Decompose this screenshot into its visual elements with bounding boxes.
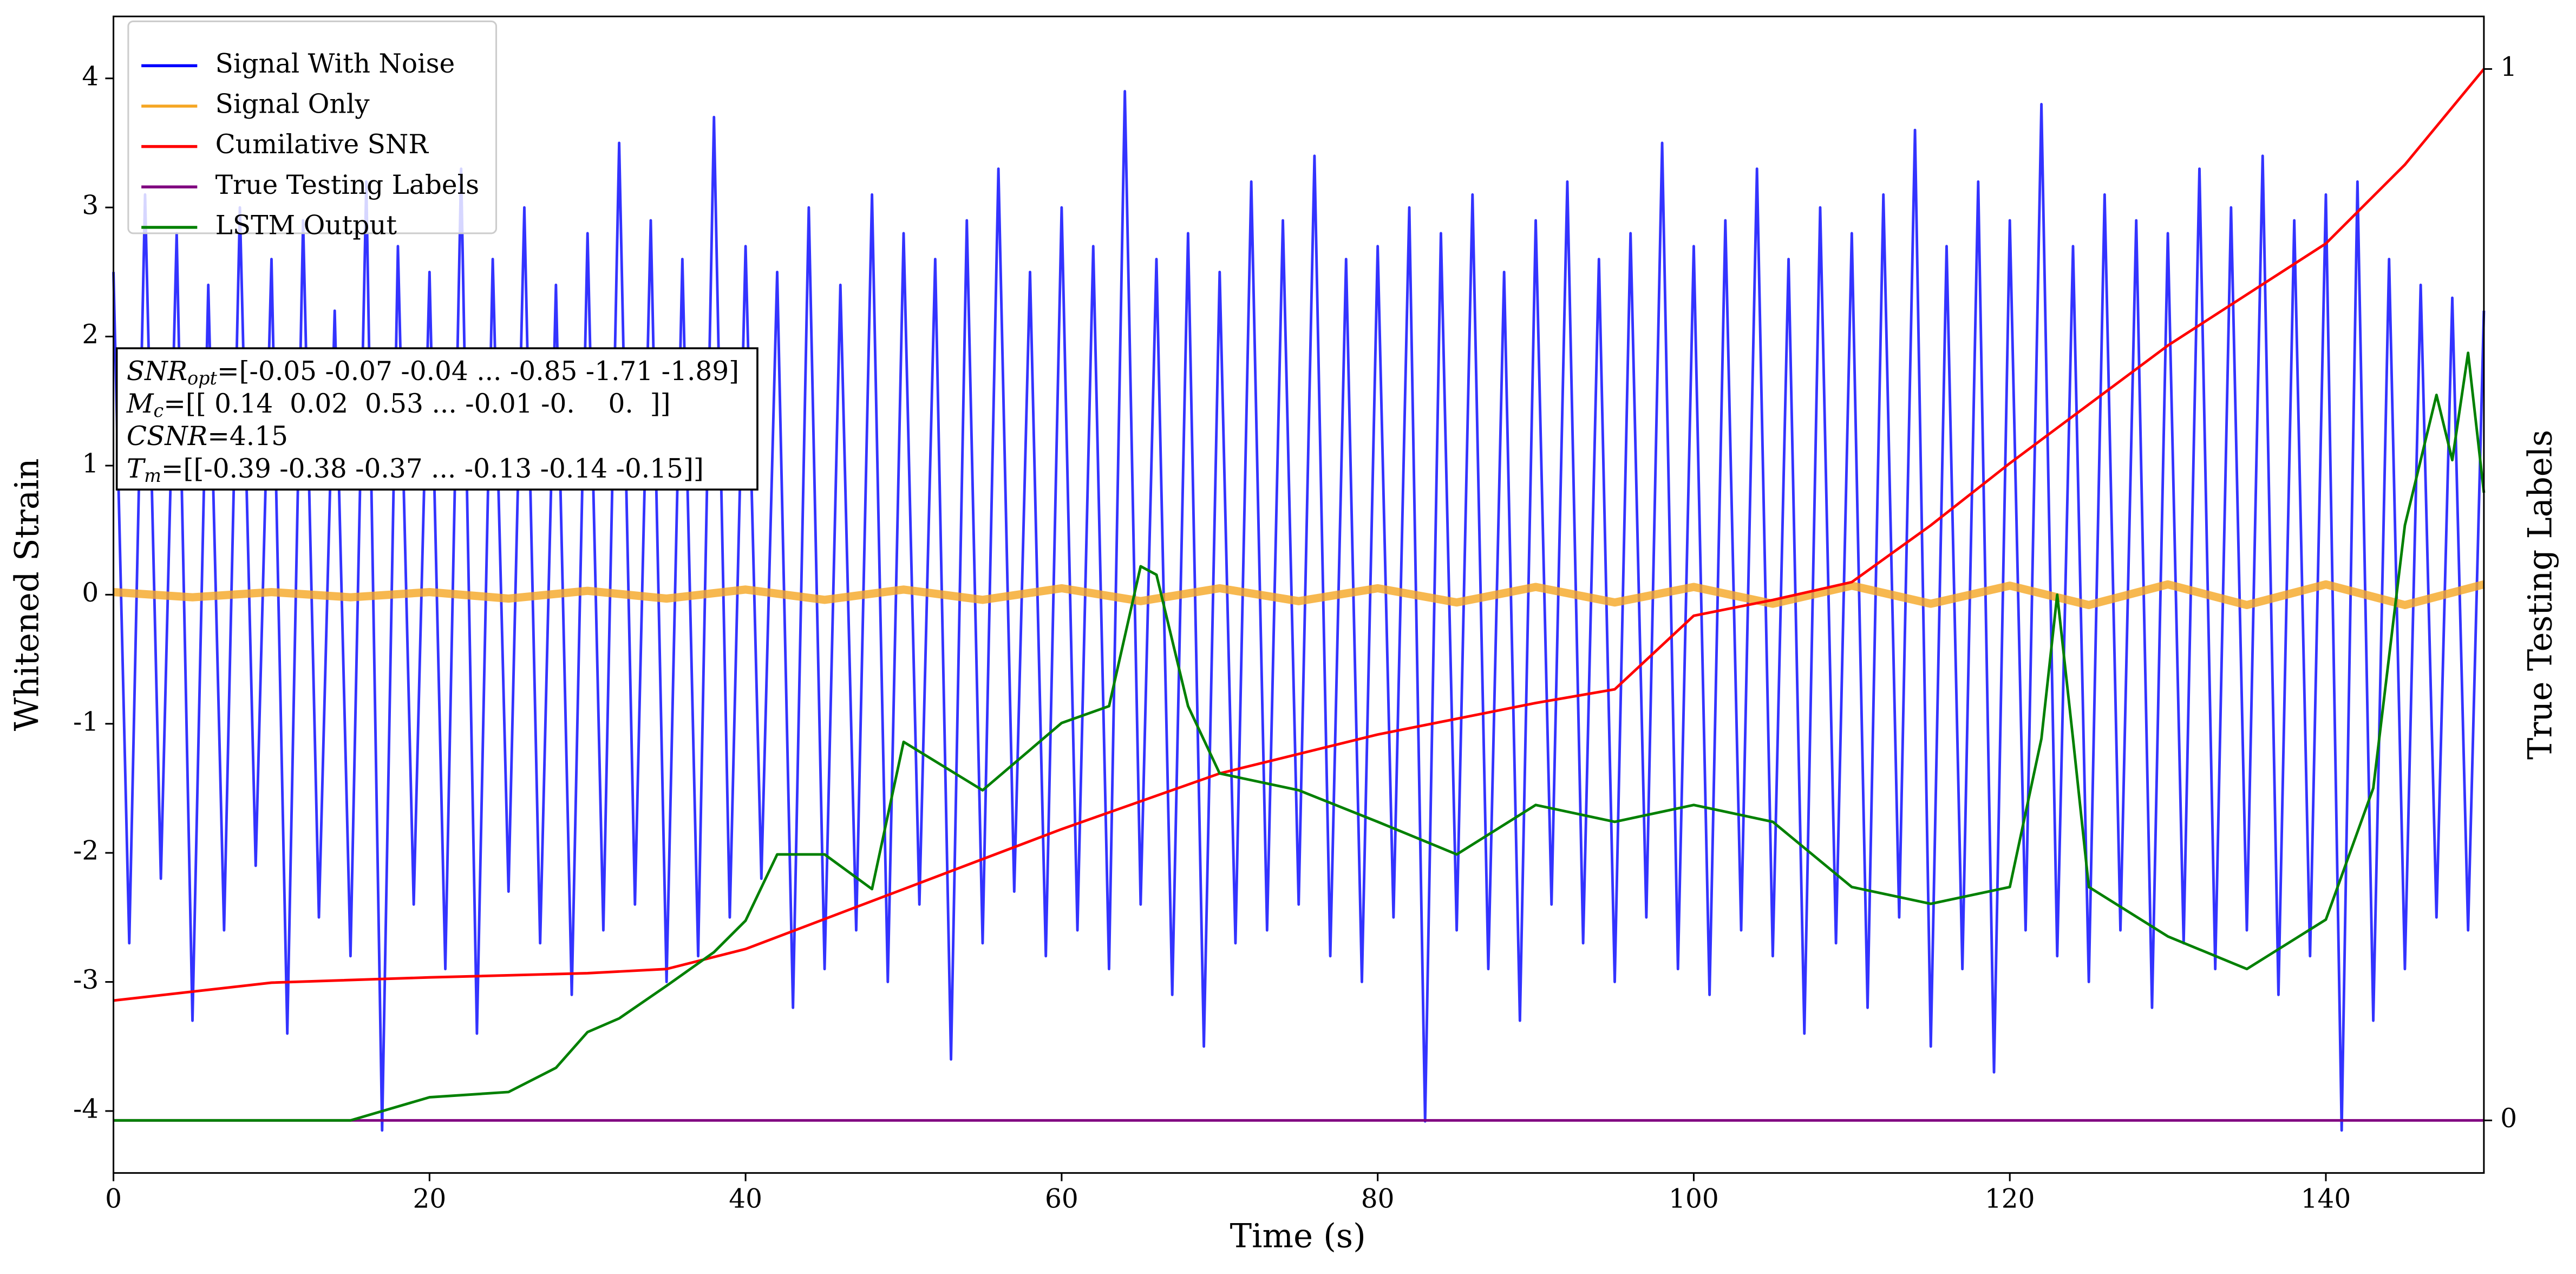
annotation-text: =[-0.05 -0.07 -0.04 ... -0.85 -1.71 -1.8… [217,356,739,386]
legend-label: True Testing Labels [215,170,479,200]
annotation-box [115,347,759,491]
series-line [113,351,2486,1122]
annotation-symbol: T [127,453,146,484]
y-tick-label: 1 [82,448,99,479]
series-line [113,68,2485,1002]
annotation-subscript: opt [187,368,217,389]
x-tick-label: 0 [105,1184,122,1214]
annotation-line: Tm=[[-0.39 -0.38 -0.37 ... -0.13 -0.14 -… [127,453,704,486]
y2-tick-label: 0 [2500,1103,2517,1134]
y-tick-label: -2 [73,836,99,866]
y-tick-label: -4 [73,1094,99,1124]
annotation-text: =[[-0.39 -0.38 -0.37 ... -0.13 -0.14 -0.… [161,453,704,484]
annotation-text: =[[ 0.14 0.02 0.53 ... -0.01 -0. 0. ]] [164,388,670,419]
y2-axis-title: True Testing Labels [2522,430,2560,760]
y-tick-label: 3 [82,191,99,221]
y-tick-label: -3 [73,965,99,995]
y-tick-label: -1 [73,707,99,737]
x-axis-title: Time (s) [1230,1217,1366,1255]
series-line [113,580,2485,610]
legend-label: Cumilative SNR [215,129,429,160]
y2-tick-label: 1 [2500,52,2517,82]
legend-label: Signal Only [215,89,370,120]
legend-label: LSTM Output [215,210,397,240]
annotation-subscript: m [144,465,161,486]
y-axis-title: Whitened Strain [8,458,46,731]
annotation-subscript: c [154,400,164,421]
annotation-line: SNRopt=[-0.05 -0.07 -0.04 ... -0.85 -1.7… [127,356,739,389]
y-tick-label: 0 [82,578,99,608]
annotation: SNRopt=[-0.05 -0.07 -0.04 ... -0.85 -1.7… [115,347,759,491]
annotation-line: CSNR=4.15 [127,421,288,451]
legend: Signal With Noise Signal Only Cumilative S… [127,20,498,240]
x-tick-label: 40 [729,1184,762,1214]
annotation-symbol: CSNR [127,421,207,451]
annotation-line: Mc=[[ 0.14 0.02 0.53 ... -0.01 -0. 0. ]] [126,388,671,421]
x-tick-label: 20 [413,1184,446,1214]
x-tick-label: 120 [1985,1184,2035,1214]
y-tick-label: 2 [82,319,99,350]
legend-label: Signal With Noise [215,49,455,79]
annotation-text: =4.15 [207,421,288,451]
x-tick-label: 140 [2301,1184,2351,1214]
x-tick-label: 80 [1361,1184,1395,1214]
series-line [112,90,2486,1132]
annotation-symbol: SNR [127,356,187,386]
annotation-symbol: M [126,388,154,419]
x-tick-label: 100 [1669,1184,1719,1214]
legend-box [127,20,498,234]
y-tick-label: 4 [82,61,99,92]
x-tick-label: 60 [1045,1184,1078,1214]
plot-area [112,68,2486,1132]
